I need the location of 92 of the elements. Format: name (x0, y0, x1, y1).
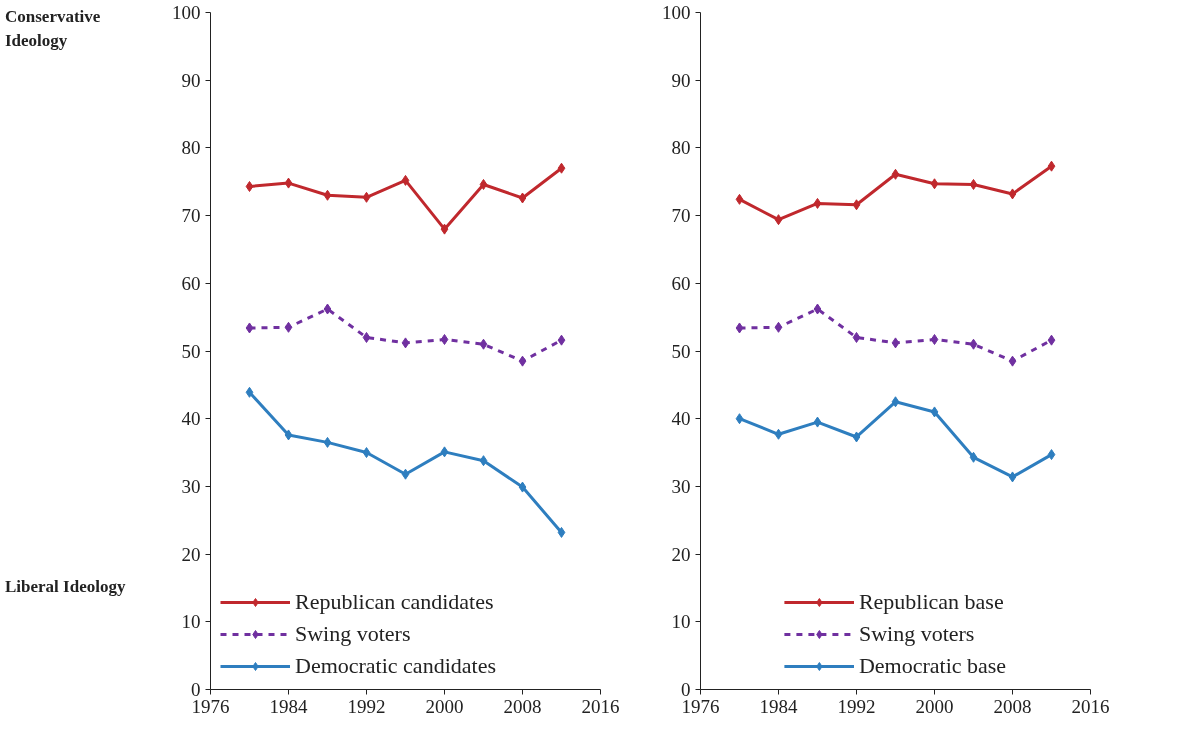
point (362, 191, 371, 203)
point (735, 413, 744, 425)
point (323, 303, 332, 315)
x-tick-label: 1992 (347, 695, 386, 717)
y-tick-label: 60 (671, 272, 691, 294)
point (401, 174, 410, 186)
x-tick-label: 2008 (503, 695, 542, 717)
y-tick-label: 10 (671, 611, 691, 633)
point (1047, 160, 1056, 172)
point (774, 428, 783, 440)
point (245, 386, 254, 398)
point (930, 406, 939, 418)
y-tick-label: 10 (181, 611, 201, 633)
point (1008, 355, 1017, 367)
point (440, 223, 449, 235)
point (969, 178, 978, 190)
point (401, 337, 410, 349)
point (440, 446, 449, 458)
point (479, 338, 488, 350)
point (852, 199, 861, 211)
point (401, 468, 410, 480)
point (479, 178, 488, 190)
y-tick-label: 30 (671, 475, 691, 497)
point (362, 331, 371, 343)
legend-label: Republican candidates (295, 589, 494, 615)
point (284, 321, 293, 333)
point (735, 322, 744, 334)
y-tick-label: 80 (181, 137, 201, 159)
point (440, 333, 449, 345)
y-tick-label: 90 (181, 69, 201, 91)
point (1047, 449, 1056, 461)
point (557, 334, 566, 346)
point (518, 192, 527, 204)
x-tick-label: 2016 (581, 695, 620, 717)
text: Liberal Ideology (5, 576, 126, 598)
x-tick-label: 2000 (915, 695, 954, 717)
point (735, 193, 744, 205)
legend-label: Democratic candidates (295, 653, 496, 679)
x-tick-label: 2008 (993, 695, 1032, 717)
legend-label: Democratic base (858, 653, 1007, 679)
y-tick-label: 70 (671, 205, 691, 227)
point (557, 162, 566, 174)
point (1008, 471, 1017, 483)
point (362, 447, 371, 459)
legend-label: Swing voters (295, 621, 411, 647)
point (774, 214, 783, 226)
y-tick-label: 30 (181, 475, 201, 497)
y-tick-label: 20 (181, 543, 201, 565)
point (774, 321, 783, 333)
x-tick-label: 2000 (425, 695, 464, 717)
point (930, 333, 939, 345)
y-tick-label: 50 (671, 340, 691, 362)
point (891, 396, 900, 408)
point (518, 481, 527, 493)
y-tick-label: 40 (181, 408, 201, 430)
point (813, 303, 822, 315)
point (284, 429, 293, 441)
point (813, 197, 822, 209)
x-tick-label: 1984 (269, 695, 308, 717)
point (852, 431, 861, 443)
y-tick-label: 40 (671, 408, 691, 430)
point (245, 180, 254, 192)
point (891, 337, 900, 349)
point (969, 338, 978, 350)
point (813, 416, 822, 428)
y-tick-label: 80 (671, 137, 691, 159)
y-tick-label: 50 (181, 340, 201, 362)
point (852, 331, 861, 343)
point (930, 178, 939, 190)
point (891, 168, 900, 180)
x-tick-label: 2016 (1071, 695, 1110, 717)
y-tick-label: 20 (671, 543, 691, 565)
legend-label: Swing voters (858, 621, 975, 647)
point (557, 526, 566, 538)
x-tick-label: 1992 (837, 695, 876, 717)
y-tick-label: 70 (181, 205, 201, 227)
point (284, 177, 293, 189)
text: Conservative Ideology (5, 6, 102, 53)
point (323, 189, 332, 201)
point (323, 436, 332, 448)
point (518, 355, 527, 367)
point (1047, 334, 1056, 346)
legend-label: Republican base (858, 589, 1004, 615)
y-tick-label: 100 (662, 2, 691, 23)
x-tick-label: 1984 (759, 695, 798, 717)
point (479, 455, 488, 467)
y-tick-label: 60 (181, 272, 201, 294)
point (245, 322, 254, 334)
point (969, 451, 978, 463)
y-tick-label: 100 (172, 2, 201, 23)
y-tick-label: 90 (671, 69, 691, 91)
point (1008, 188, 1017, 200)
